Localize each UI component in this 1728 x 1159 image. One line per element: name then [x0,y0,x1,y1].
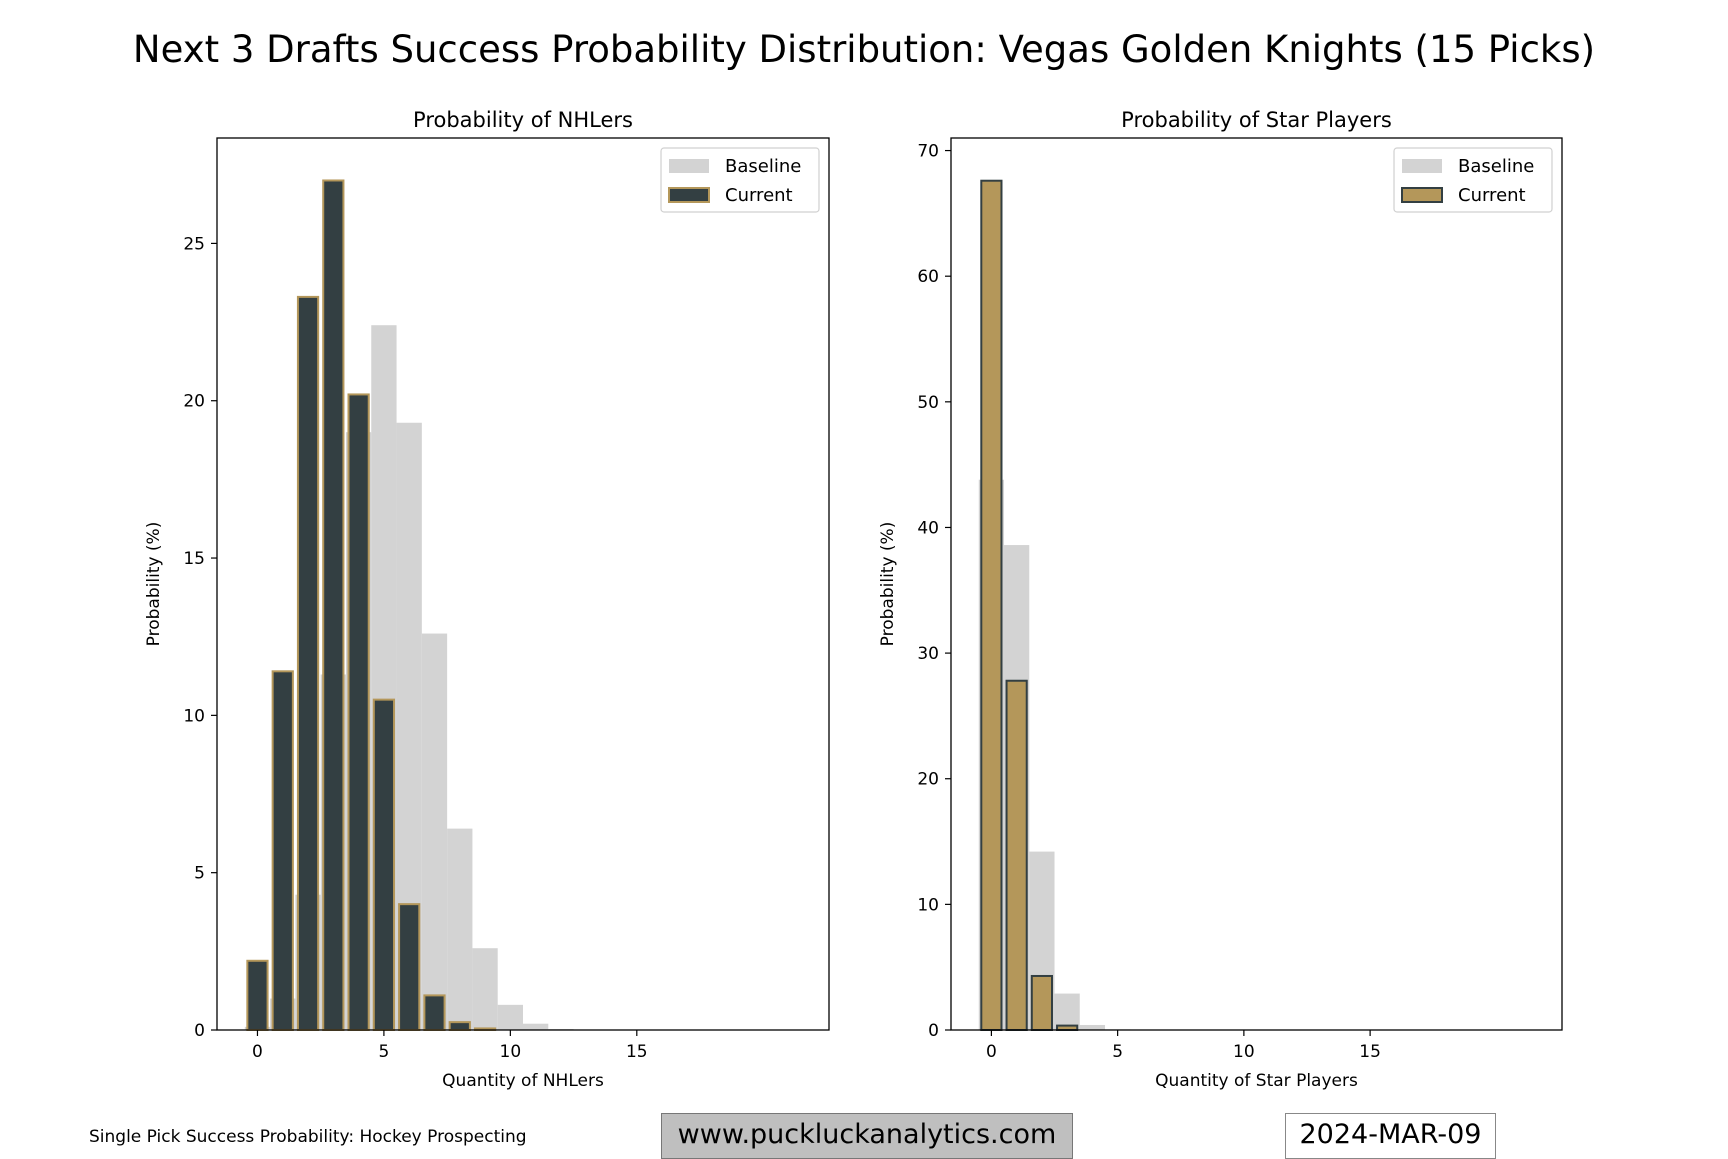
y-tick-label: 40 [917,518,939,538]
source-credit: Single Pick Success Probability: Hockey … [89,1127,527,1147]
current-bar [347,393,370,1031]
legend-label-current: Current [725,185,793,206]
y-tick-label: 60 [917,267,939,287]
legend-swatch-current [1401,187,1443,203]
legend-swatch-baseline [669,159,709,173]
current-bar [372,698,396,1031]
x-axis-label: Quantity of NHLers [442,1071,604,1091]
baseline-bar [447,828,473,1030]
y-tick-label: 20 [917,770,939,790]
x-tick-label: 5 [378,1042,389,1062]
y-tick-label: 70 [917,142,939,162]
y-tick-label: 0 [194,1021,205,1041]
date-label: 2024-MAR-09 [1285,1113,1496,1159]
current-bar [296,295,320,1032]
current-bar [980,179,1003,1031]
baseline-bar [1054,993,1080,1030]
y-tick-label: 25 [183,234,205,254]
current-bar [398,903,421,1031]
x-tick-label: 10 [500,1042,522,1062]
axes-frame [950,137,1563,1031]
legend-swatch-current [668,187,710,203]
x-tick-label: 15 [626,1042,648,1062]
y-axis-label: Probability (%) [878,522,898,647]
main-title: Next 3 Drafts Success Probability Distri… [132,28,1596,71]
current-bar [448,1021,471,1031]
x-axis-label: Quantity of Star Players [1155,1071,1358,1091]
y-tick-label: 5 [194,864,205,884]
current-bar [423,994,446,1031]
x-tick-label: 5 [1112,1042,1123,1062]
legend-swatch-baseline [1402,159,1442,173]
legend-label-current: Current [1458,185,1526,206]
y-tick-label: 10 [183,706,205,726]
subplot-title: Probability of NHLers [413,108,633,132]
y-tick-label: 0 [928,1021,939,1041]
baseline-bar [1079,1024,1106,1030]
y-tick-label: 50 [917,393,939,413]
current-bar [271,670,294,1032]
current-bar [1030,974,1053,1032]
subplot-title: Probability of Star Players [1121,108,1392,132]
baseline-bar [523,1023,549,1030]
website-link[interactable]: www.puckluckanalytics.com [661,1113,1073,1159]
y-tick-label: 10 [917,895,939,915]
baseline-bar [421,633,448,1030]
x-tick-label: 10 [1233,1042,1255,1062]
y-tick-label: 15 [183,549,205,569]
y-tick-label: 30 [917,644,939,664]
legend-label-baseline: Baseline [725,156,801,177]
baseline-bar [497,1004,523,1030]
x-tick-label: 0 [252,1042,263,1062]
x-tick-label: 0 [986,1042,997,1062]
y-axis-label: Probability (%) [144,522,164,647]
y-tick-label: 20 [183,392,205,412]
legend-label-baseline: Baseline [1458,156,1534,177]
current-bar [1005,679,1028,1031]
baseline-bar [472,948,498,1030]
axes-frame [216,137,830,1031]
current-bar [246,959,269,1031]
x-tick-label: 15 [1359,1042,1381,1062]
current-bar [1056,1024,1079,1031]
current-bar [322,179,345,1031]
